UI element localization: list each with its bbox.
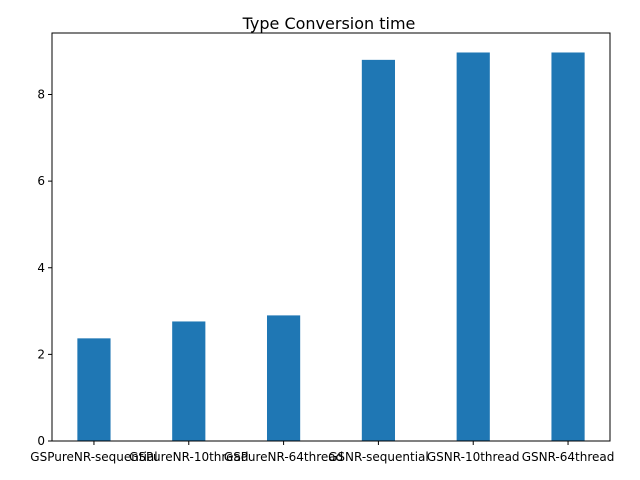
bar-3 xyxy=(361,59,396,441)
y-axis: 0 2 4 6 8 xyxy=(37,88,52,448)
x-tick-label-1: GSPureNR-10thread xyxy=(129,450,248,464)
y-tick-label-2: 4 xyxy=(37,261,45,275)
x-tick-label-2: GSPureNR-64thread xyxy=(224,450,343,464)
y-tick-label-3: 6 xyxy=(37,174,45,188)
x-tick-label-5: GSNR-64thread xyxy=(522,450,615,464)
x-tick-label-0: GSPureNR-sequential xyxy=(30,450,157,464)
plot-frame xyxy=(51,32,611,442)
y-tick-label-4: 8 xyxy=(37,88,45,102)
bar-2 xyxy=(266,315,301,441)
bar-5 xyxy=(551,52,585,441)
x-tick-label-3: GSNR-sequential xyxy=(328,450,429,464)
bar-0 xyxy=(77,338,111,441)
chart-title: Type Conversion time xyxy=(242,14,416,33)
y-tick-label-1: 2 xyxy=(37,347,45,361)
x-axis: GSPureNR-sequentialGSPureNR-10threadGSPu… xyxy=(30,441,614,464)
bars-group xyxy=(77,52,585,441)
x-tick-label-4: GSNR-10thread xyxy=(427,450,520,464)
bar-4 xyxy=(456,52,490,441)
y-tick-label-0: 0 xyxy=(37,434,45,448)
bar-1 xyxy=(172,321,206,441)
